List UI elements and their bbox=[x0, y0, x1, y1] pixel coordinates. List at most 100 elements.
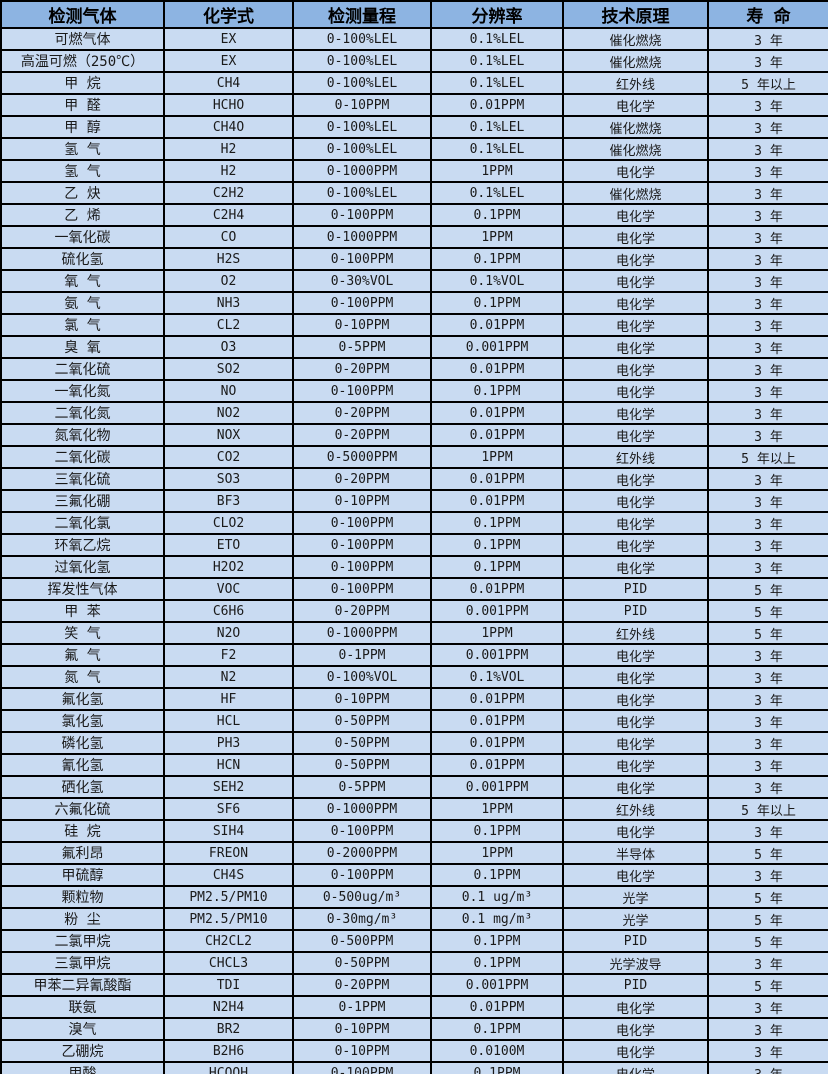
table-row: 硅 烷 SIH4 0-100PPM 0.1PPM 电化学 3 年 bbox=[0, 819, 828, 843]
cell-technology: 催化燃烧 bbox=[562, 137, 709, 161]
table-row: 甲硫醇 CH4S 0-100PPM 0.1PPM 电化学 3 年 bbox=[0, 863, 828, 887]
cell-resolution: 0.01PPM bbox=[430, 467, 564, 491]
cell-detection-range: 0-100%LEL bbox=[292, 49, 432, 73]
cell-lifespan: 3 年 bbox=[707, 753, 828, 777]
cell-detection-range: 0-5000PPM bbox=[292, 445, 432, 469]
cell-technology: 电化学 bbox=[562, 313, 709, 337]
cell-lifespan: 3 年 bbox=[707, 115, 828, 139]
cell-detection-range: 0-5PPM bbox=[292, 335, 432, 359]
cell-resolution: 0.001PPM bbox=[430, 599, 564, 623]
cell-chemical-formula: PM2.5/PM10 bbox=[163, 907, 294, 931]
cell-gas-name: 过氧化氢 bbox=[0, 555, 165, 579]
column-header-resolution: 分辨率 bbox=[430, 0, 564, 29]
table-row: 甲苯二异氰酸酯 TDI 0-20PPM 0.001PPM PID 5 年 bbox=[0, 973, 828, 997]
table-row: 粉 尘 PM2.5/PM10 0-30mg/m³ 0.1 mg/m³ 光学 5 年 bbox=[0, 907, 828, 931]
cell-resolution: 0.01PPM bbox=[430, 577, 564, 601]
cell-detection-range: 0-1000PPM bbox=[292, 621, 432, 645]
cell-resolution: 0.01PPM bbox=[430, 709, 564, 733]
cell-gas-name: 甲酸 bbox=[0, 1061, 165, 1074]
cell-lifespan: 3 年 bbox=[707, 357, 828, 381]
cell-detection-range: 0-10PPM bbox=[292, 1017, 432, 1041]
cell-chemical-formula: BR2 bbox=[163, 1017, 294, 1041]
table-row: 一氧化碳 CO 0-1000PPM 1PPM 电化学 3 年 bbox=[0, 225, 828, 249]
column-header-gas-name: 检测气体 bbox=[0, 0, 165, 29]
cell-gas-name: 甲 苯 bbox=[0, 599, 165, 623]
cell-lifespan: 3 年 bbox=[707, 291, 828, 315]
cell-detection-range: 0-1000PPM bbox=[292, 797, 432, 821]
cell-lifespan: 3 年 bbox=[707, 819, 828, 843]
cell-technology: 半导体 bbox=[562, 841, 709, 865]
cell-gas-name: 乙 炔 bbox=[0, 181, 165, 205]
cell-lifespan: 5 年 bbox=[707, 929, 828, 953]
cell-lifespan: 3 年 bbox=[707, 137, 828, 161]
cell-detection-range: 0-10PPM bbox=[292, 313, 432, 337]
cell-gas-name: 高温可燃（250℃） bbox=[0, 49, 165, 73]
cell-technology: 电化学 bbox=[562, 291, 709, 315]
cell-chemical-formula: H2 bbox=[163, 159, 294, 183]
cell-gas-name: 臭 氧 bbox=[0, 335, 165, 359]
cell-gas-name: 三氧化硫 bbox=[0, 467, 165, 491]
cell-chemical-formula: CH4 bbox=[163, 71, 294, 95]
cell-chemical-formula: C6H6 bbox=[163, 599, 294, 623]
cell-detection-range: 0-100%LEL bbox=[292, 71, 432, 95]
cell-gas-name: 二氧化氮 bbox=[0, 401, 165, 425]
cell-detection-range: 0-20PPM bbox=[292, 357, 432, 381]
cell-chemical-formula: C2H4 bbox=[163, 203, 294, 227]
cell-chemical-formula: SO2 bbox=[163, 357, 294, 381]
cell-chemical-formula: N2O bbox=[163, 621, 294, 645]
table-row: 氟 气 F2 0-1PPM 0.001PPM 电化学 3 年 bbox=[0, 643, 828, 667]
cell-detection-range: 0-100PPM bbox=[292, 533, 432, 557]
cell-lifespan: 3 年 bbox=[707, 951, 828, 975]
cell-gas-name: 二氧化氯 bbox=[0, 511, 165, 535]
table-row: 甲 醇 CH4O 0-100%LEL 0.1%LEL 催化燃烧 3 年 bbox=[0, 115, 828, 139]
cell-resolution: 0.0100M bbox=[430, 1039, 564, 1063]
cell-lifespan: 3 年 bbox=[707, 555, 828, 579]
cell-lifespan: 5 年 bbox=[707, 973, 828, 997]
cell-technology: 催化燃烧 bbox=[562, 49, 709, 73]
table-body: 可燃气体 EX 0-100%LEL 0.1%LEL 催化燃烧 3 年高温可燃（250℃） E… bbox=[0, 27, 828, 1074]
cell-gas-name: 甲苯二异氰酸酯 bbox=[0, 973, 165, 997]
cell-detection-range: 0-100PPM bbox=[292, 203, 432, 227]
cell-detection-range: 0-10PPM bbox=[292, 1039, 432, 1063]
cell-technology: 电化学 bbox=[562, 753, 709, 777]
cell-resolution: 0.1PPM bbox=[430, 1017, 564, 1041]
cell-technology: 电化学 bbox=[562, 489, 709, 513]
cell-chemical-formula: CH2CL2 bbox=[163, 929, 294, 953]
cell-chemical-formula: NOX bbox=[163, 423, 294, 447]
cell-lifespan: 5 年 bbox=[707, 599, 828, 623]
cell-lifespan: 3 年 bbox=[707, 379, 828, 403]
cell-gas-name: 氢 气 bbox=[0, 159, 165, 183]
table-row: 三氯甲烷 CHCL3 0-50PPM 0.1PPM 光学波导 3 年 bbox=[0, 951, 828, 975]
cell-resolution: 0.001PPM bbox=[430, 775, 564, 799]
cell-chemical-formula: HCN bbox=[163, 753, 294, 777]
cell-chemical-formula: SF6 bbox=[163, 797, 294, 821]
cell-technology: 催化燃烧 bbox=[562, 181, 709, 205]
cell-chemical-formula: H2 bbox=[163, 137, 294, 161]
table-row: 氟化氢 HF 0-10PPM 0.01PPM 电化学 3 年 bbox=[0, 687, 828, 711]
cell-resolution: 0.1%LEL bbox=[430, 49, 564, 73]
cell-gas-name: 笑 气 bbox=[0, 621, 165, 645]
cell-technology: 电化学 bbox=[562, 775, 709, 799]
cell-gas-name: 三氯甲烷 bbox=[0, 951, 165, 975]
cell-technology: 电化学 bbox=[562, 93, 709, 117]
cell-technology: 电化学 bbox=[562, 1061, 709, 1074]
cell-chemical-formula: BF3 bbox=[163, 489, 294, 513]
cell-detection-range: 0-20PPM bbox=[292, 423, 432, 447]
column-header-detection-range: 检测量程 bbox=[292, 0, 432, 29]
cell-technology: 电化学 bbox=[562, 555, 709, 579]
cell-resolution: 0.1PPM bbox=[430, 203, 564, 227]
cell-chemical-formula: CH4O bbox=[163, 115, 294, 139]
cell-lifespan: 3 年 bbox=[707, 687, 828, 711]
cell-lifespan: 5 年 bbox=[707, 577, 828, 601]
cell-chemical-formula: CH4S bbox=[163, 863, 294, 887]
cell-chemical-formula: N2 bbox=[163, 665, 294, 689]
cell-chemical-formula: H2O2 bbox=[163, 555, 294, 579]
table-row: 硒化氢 SEH2 0-5PPM 0.001PPM 电化学 3 年 bbox=[0, 775, 828, 799]
cell-detection-range: 0-1PPM bbox=[292, 643, 432, 667]
cell-chemical-formula: NO2 bbox=[163, 401, 294, 425]
cell-gas-name: 粉 尘 bbox=[0, 907, 165, 931]
cell-resolution: 0.1%VOL bbox=[430, 269, 564, 293]
cell-chemical-formula: N2H4 bbox=[163, 995, 294, 1019]
cell-detection-range: 0-30mg/m³ bbox=[292, 907, 432, 931]
